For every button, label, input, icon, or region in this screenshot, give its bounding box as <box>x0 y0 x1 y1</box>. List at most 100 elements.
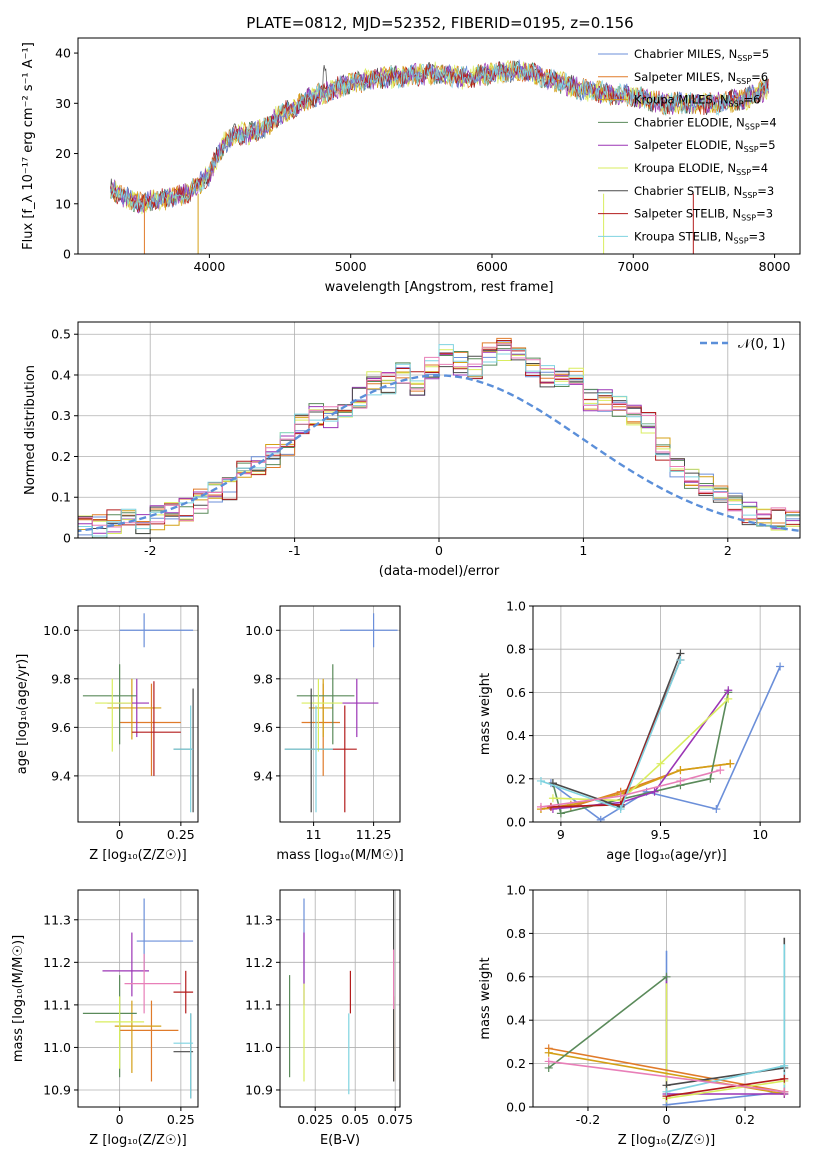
x-tick-label: 10 <box>752 827 768 842</box>
weight-marker <box>780 1087 789 1096</box>
x-tick-label: -0.2 <box>576 1112 600 1127</box>
axes-frame <box>279 889 401 1108</box>
y-axis-label: mass weight <box>478 673 493 755</box>
weight-marker <box>676 776 685 785</box>
legend-entry: Kroupa ELODIE, NSSP=4 <box>634 161 768 177</box>
y-tick-label: 0.2 <box>51 449 71 464</box>
y-axis-label: mass weight <box>478 957 493 1039</box>
y-tick-label: 0.2 <box>506 771 526 786</box>
weight-marker <box>650 787 659 796</box>
x-axis-label: (data-model)/error <box>379 564 500 579</box>
weight-marker <box>726 759 735 768</box>
x-axis-label: mass [log₁₀(M/M☉)] <box>276 848 403 863</box>
weight-marker <box>706 774 715 783</box>
y-tick-label: 10.0 <box>245 623 273 638</box>
weight-marker <box>548 794 557 803</box>
y-tick-label: 0.0 <box>506 815 526 830</box>
y-tick-label: 9.4 <box>51 768 71 783</box>
weight-marker <box>596 815 605 822</box>
x-axis-label: age [log₁₀(age/yr)] <box>606 848 727 863</box>
weight-marker <box>536 802 545 811</box>
x-tick-label: 7000 <box>617 259 649 274</box>
weight-marker <box>724 694 733 703</box>
x-tick-label: 9 <box>557 827 565 842</box>
legend-entry: Chabrier STELIB, NSSP=3 <box>634 184 774 200</box>
spectrum-line <box>110 60 769 211</box>
y-tick-label: 0.5 <box>51 327 71 342</box>
legend-entry: Salpeter STELIB, NSSP=3 <box>634 207 773 223</box>
figure-title: PLATE=0812, MJD=52352, FIBERID=0195, z=0… <box>246 14 633 32</box>
y-tick-label: 30 <box>55 96 71 111</box>
legend-entry: Kroupa MILES, NSSP=6 <box>634 93 760 109</box>
x-tick-label: 0 <box>663 1112 671 1127</box>
y-axis-label: mass [log₁₀(M/M☉)] <box>11 935 26 1062</box>
plot-area <box>78 890 198 1107</box>
weight-marker <box>544 1057 553 1066</box>
y-tick-label: 9.8 <box>51 671 71 686</box>
panel-spectrum: 4000 5000 6000 7000 8000 0 10 20 30 40 wavelength … <box>21 37 801 295</box>
y-axis-label: Flux [f_λ 10⁻¹⁷ erg cm⁻² s⁻¹ A⁻¹] <box>21 42 36 250</box>
y-tick-label: 10.9 <box>245 1082 273 1097</box>
y-tick-label: 9.8 <box>253 671 273 686</box>
y-tick-label: 11.0 <box>43 1040 71 1055</box>
weight-marker <box>616 805 625 814</box>
y-tick-label: 11.3 <box>43 912 71 927</box>
weight-line <box>552 698 729 802</box>
x-tick-label: 5000 <box>335 259 367 274</box>
y-tick-label: 9.4 <box>253 768 273 783</box>
histogram-step <box>78 340 800 530</box>
x-tick-label: 0.25 <box>167 827 195 842</box>
weight-line <box>540 769 721 808</box>
legend-entry: 𝒩(0, 1) <box>738 337 785 352</box>
axes-frame <box>77 37 801 255</box>
y-axis-label: Normed distribution <box>23 365 38 495</box>
y-tick-label: 0.4 <box>506 728 526 743</box>
y-tick-label: 0.4 <box>51 367 71 382</box>
weight-marker <box>780 1061 789 1070</box>
y-tick-label: 10.9 <box>43 1082 71 1097</box>
y-tick-label: 0.8 <box>506 642 526 657</box>
weight-marker <box>780 1074 789 1083</box>
panel-age-vs-Z: 0 0.25 9.4 9.6 9.8 10.0 Z [log₁₀(Z/Z☉)] age [lo… <box>15 605 199 863</box>
weight-marker <box>662 1087 671 1096</box>
plot-area <box>78 606 198 822</box>
legend-entry: Salpeter ELODIE, NSSP=5 <box>634 138 776 154</box>
weight-marker <box>712 805 721 814</box>
weight-marker <box>676 656 685 664</box>
weight-marker <box>544 1048 553 1057</box>
y-axis-label: age [log₁₀(age/yr)] <box>15 654 30 775</box>
x-tick-label: 2 <box>724 543 732 558</box>
x-tick-label: 11.25 <box>356 827 392 842</box>
y-tick-label: 0.6 <box>506 685 526 700</box>
y-tick-label: 0.1 <box>51 490 71 505</box>
weight-marker <box>556 809 565 818</box>
weight-marker <box>724 686 733 695</box>
x-tick-label: 0.025 <box>297 1112 333 1127</box>
weight-line <box>550 659 682 808</box>
y-tick-label: 11.3 <box>245 912 273 927</box>
y-tick-label: 11.2 <box>245 955 273 970</box>
axes-frame <box>532 605 801 823</box>
x-tick-label: 0 <box>435 543 443 558</box>
y-tick-label: 0.2 <box>506 1056 526 1071</box>
x-tick-label: 11 <box>306 827 322 842</box>
panel-age-vs-mass: 11 11.25 9.4 9.6 9.8 10.0 mass [log₁₀(M/M☉)] <box>245 605 404 863</box>
weight-marker <box>536 776 545 785</box>
y-tick-label: 20 <box>55 146 71 161</box>
x-axis-label: wavelength [Angstrom, rest frame] <box>325 280 554 295</box>
y-tick-label: 9.6 <box>51 720 71 735</box>
x-axis-label: Z [log₁₀(Z/Z☉)] <box>89 1133 186 1148</box>
y-tick-label: 11.1 <box>245 997 273 1012</box>
panel-weight-vs-Z: -0.2 0 0.2 0.0 0.2 0.4 0.6 0.8 1.0 Z [log₁₀(Z/Z☉)… <box>478 883 801 1148</box>
y-tick-label: 0.0 <box>506 1100 526 1115</box>
weight-marker <box>776 662 785 671</box>
x-tick-label: -1 <box>288 543 300 558</box>
histogram-step <box>78 340 800 538</box>
panel-residuals: -2 -1 0 1 2 0 0.1 0.2 0.3 0.4 0.5 (data-model)/erro… <box>23 321 801 579</box>
y-tick-label: 11.1 <box>43 997 71 1012</box>
plot-area <box>110 59 769 254</box>
weight-line <box>666 1080 785 1100</box>
normal-curve <box>78 374 800 533</box>
x-axis-label: Z [log₁₀(Z/Z☉)] <box>618 1133 715 1148</box>
